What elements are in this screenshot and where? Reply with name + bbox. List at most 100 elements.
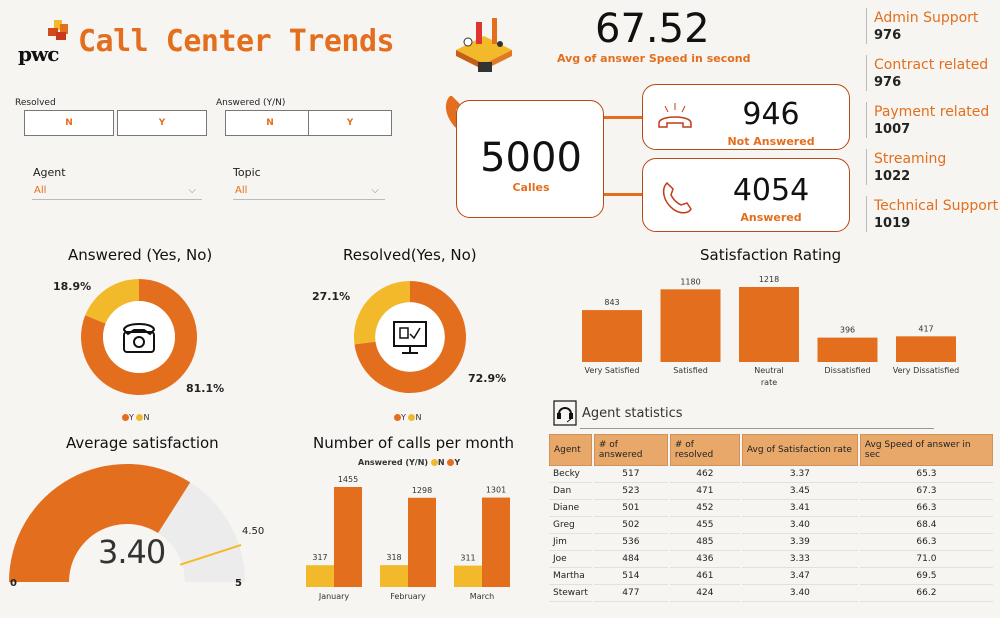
agent-stats-table: Agent # of answered # of resolved Avg of… (547, 434, 995, 602)
table-row[interactable]: Joe 484 436 3.33 71.0 (549, 551, 993, 568)
satisfaction-bar[interactable] (582, 310, 642, 362)
headset-icon (553, 400, 577, 430)
satisfaction-bar[interactable] (817, 337, 878, 362)
donut-slice-y[interactable] (354, 281, 466, 393)
resolved-y-button[interactable]: Y (117, 110, 207, 136)
table-cell: 523 (593, 483, 668, 500)
column-header[interactable]: Avg Speed of answer in sec (859, 434, 993, 466)
avg-speed-value: 67.52 (595, 6, 710, 52)
month-bar-y[interactable] (482, 497, 510, 587)
donut-slice-n[interactable] (85, 279, 139, 324)
chevron-down-icon: ⌵ (371, 185, 379, 196)
column-header[interactable]: # of answered (593, 434, 668, 466)
resolved-donut-title: Resolved(Yes, No) (343, 246, 477, 264)
resolved-n-button[interactable]: N (24, 110, 114, 136)
topic-name: Technical Support (874, 198, 999, 214)
table-row[interactable]: Stewart 477 424 3.40 66.2 (549, 585, 993, 602)
table-cell: 66.2 (859, 585, 993, 602)
answered-value: 4054 (732, 173, 810, 208)
table-cell: 436 (669, 551, 740, 568)
donut-slice-y[interactable] (81, 279, 197, 395)
satisfaction-bar[interactable] (739, 287, 799, 362)
agent-dropdown[interactable]: All ⌵ (32, 182, 202, 200)
topic-value: 1022 (874, 169, 911, 184)
month-bar-y[interactable] (408, 497, 436, 587)
month-bar-n[interactable] (454, 565, 482, 587)
column-header[interactable]: # of resolved (669, 434, 740, 466)
month-bar-n[interactable] (306, 565, 334, 587)
table-row[interactable]: Becky 517 462 3.37 65.3 (549, 466, 993, 483)
bar-value-label: 318 (386, 553, 401, 562)
topic-value: 976 (874, 75, 902, 90)
divider (866, 102, 867, 138)
month-label: March (470, 592, 494, 601)
table-cell: Martha (549, 568, 592, 585)
month-bar-y[interactable] (334, 487, 362, 587)
topic-name: Contract related (874, 57, 989, 73)
legend-label-n: N (415, 413, 422, 422)
table-cell: 68.4 (859, 517, 993, 534)
resolved-donut-legend: Y N (394, 413, 421, 422)
table-cell: 461 (669, 568, 740, 585)
gauge-target-label: 4.50 (242, 526, 265, 537)
chevron-down-icon: ⌵ (188, 185, 196, 196)
bar-value-label: 1455 (338, 475, 358, 484)
month-bar-n[interactable] (380, 565, 408, 587)
table-cell: Jim (549, 534, 592, 551)
table-cell: 65.3 (859, 466, 993, 483)
table-cell: 477 (593, 585, 668, 602)
divider (866, 196, 867, 232)
table-cell: Diane (549, 500, 592, 517)
table-row[interactable]: Diane 501 452 3.41 66.3 (549, 500, 993, 517)
agent-dropdown-value: All (34, 185, 47, 196)
topic-dropdown[interactable]: All ⌵ (233, 182, 385, 200)
column-header[interactable]: Avg of Satisfaction rate (741, 434, 858, 466)
table-cell: 502 (593, 517, 668, 534)
table-cell: 69.5 (859, 568, 993, 585)
month-label: January (318, 592, 350, 601)
answered-donut-legend: Y N (122, 413, 149, 422)
topic-name: Streaming (874, 151, 947, 167)
table-cell: 462 (669, 466, 740, 483)
table-cell: 71.0 (859, 551, 993, 568)
divider (866, 149, 867, 185)
gauge-value: 3.40 (98, 533, 166, 571)
table-cell: 66.3 (859, 534, 993, 551)
phone-ringing-icon (655, 101, 695, 137)
table-cell: 514 (593, 568, 668, 585)
satisfaction-bar[interactable] (660, 289, 721, 362)
agent-dropdown-label: Agent (33, 166, 66, 179)
legend-label-n: N (143, 413, 150, 422)
monthly-calls-bar-chart: 317 1455 January 318 1298 February 311 1301 Marc… (306, 475, 510, 601)
average-satisfaction-gauge (9, 464, 245, 582)
total-calls-value: 5000 (480, 135, 582, 181)
table-cell: 3.33 (741, 551, 858, 568)
donut-hole (375, 302, 445, 372)
satisfaction-bar[interactable] (896, 336, 956, 362)
category-label: Dissatisfied (824, 366, 870, 375)
resolved-y-pct: 72.9% (468, 372, 507, 385)
legend-swatch-y (447, 459, 455, 466)
legend-swatch-n (430, 459, 438, 466)
answered-y-pct: 81.1% (186, 382, 225, 395)
donut-slice-n[interactable] (354, 281, 410, 345)
legend-label-y: Y (401, 413, 406, 422)
table-row[interactable]: Dan 523 471 3.45 67.3 (549, 483, 993, 500)
table-cell: Greg (549, 517, 592, 534)
legend-swatch-y (394, 414, 401, 421)
category-label: Very Dissatisfied (893, 366, 960, 375)
answered-y-button[interactable]: Y (308, 110, 392, 136)
avg-speed-label: Avg of answer Speed in second (557, 52, 751, 65)
answered-n-button[interactable]: N (225, 110, 315, 136)
table-row[interactable]: Martha 514 461 3.47 69.5 (549, 568, 993, 585)
column-header[interactable]: Agent (549, 434, 592, 466)
legend-label-y: Y (454, 458, 461, 467)
bar-value-label: 1218 (759, 275, 779, 284)
table-row[interactable]: Greg 502 455 3.40 68.4 (549, 517, 993, 534)
table-row[interactable]: Jim 536 485 3.39 66.3 (549, 534, 993, 551)
connector-line (604, 193, 644, 196)
table-cell: 3.45 (741, 483, 858, 500)
answered-slicer-label: Answered (Y/N) (216, 98, 286, 108)
not-answered-card: 946 Not Answered (642, 84, 850, 150)
table-header-row: Agent # of answered # of resolved Avg of… (549, 434, 993, 466)
